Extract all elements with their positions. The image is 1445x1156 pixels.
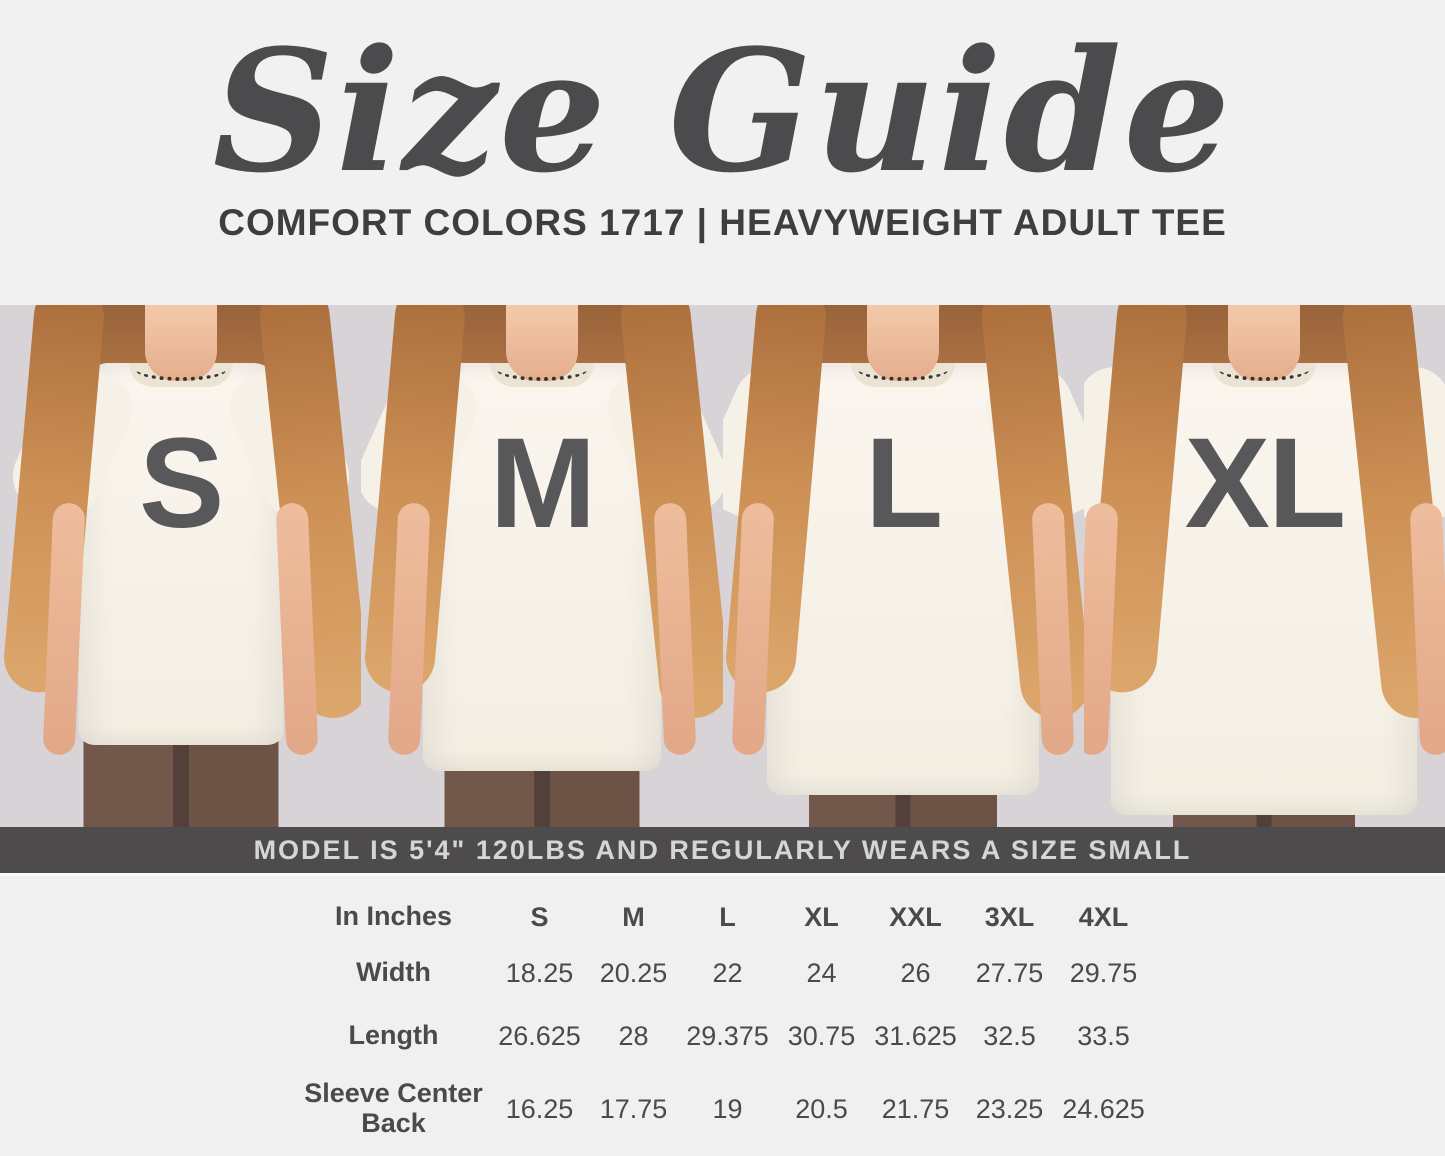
sleeve-value-3xl: 23.25 — [975, 1093, 1044, 1124]
size-letter-l: L — [865, 412, 943, 555]
table-row-length: Length 26.625 28 29.375 30.75 31.625 32.… — [295, 1004, 1151, 1068]
header: Size Guide COMFORT COLORS 1717 | HEAVYWE… — [0, 0, 1445, 305]
sleeve-value-xl: 20.5 — [795, 1093, 848, 1124]
model-photo-large: L — [722, 305, 1084, 827]
model-info-text: MODEL IS 5'4" 120LBS AND REGULARLY WEARS… — [253, 834, 1192, 865]
model-photo-xlarge: XL — [1083, 305, 1445, 827]
length-value-3xl: 32.5 — [983, 1020, 1036, 1051]
model-photo-medium: M — [361, 305, 723, 827]
sleeve-value-s: 16.25 — [505, 1093, 574, 1124]
width-value-xxl: 26 — [900, 957, 931, 988]
page-title: Size Guide — [212, 12, 1233, 210]
model-info-banner: MODEL IS 5'4" 120LBS AND REGULARLY WEARS… — [0, 827, 1445, 876]
row-label-width: Width — [356, 957, 431, 988]
tshirt-small — [78, 363, 284, 745]
length-value-4xl: 33.5 — [1077, 1020, 1130, 1051]
model-necklace — [857, 357, 950, 381]
sleeve-value-4xl: 24.625 — [1062, 1093, 1145, 1124]
row-label-sleeve: Sleeve Center Back — [304, 1078, 483, 1138]
row-label-length: Length — [348, 1020, 439, 1051]
column-header-xl: XL — [804, 901, 839, 932]
photo-strip: S M L — [0, 305, 1445, 827]
width-value-m: 20.25 — [599, 957, 668, 988]
length-value-l: 29.375 — [686, 1020, 769, 1051]
column-header-m: M — [622, 901, 645, 932]
size-letter-s: S — [138, 412, 224, 555]
tshirt-medium — [422, 363, 661, 771]
column-header-3xl: 3XL — [984, 901, 1035, 932]
length-value-s: 26.625 — [498, 1020, 581, 1051]
column-header-4xl: 4XL — [1078, 901, 1129, 932]
column-header-xxl: XXL — [889, 901, 942, 932]
length-value-xl: 30.75 — [787, 1020, 856, 1051]
column-header-s: S — [530, 901, 549, 932]
width-value-4xl: 29.75 — [1069, 957, 1138, 988]
table-row-width: Width 18.25 20.25 22 24 26 27.75 29.75 — [295, 942, 1151, 1004]
length-value-m: 28 — [618, 1020, 649, 1051]
width-value-l: 22 — [712, 957, 743, 988]
size-letter-xl: XL — [1184, 412, 1347, 555]
sleeve-value-l: 19 — [712, 1093, 743, 1124]
page-subtitle: COMFORT COLORS 1717 | HEAVYWEIGHT ADULT … — [218, 202, 1227, 243]
model-necklace — [1218, 357, 1311, 381]
size-table: In Inches S M L XL XXL 3XL 4XL Width 18.… — [295, 876, 1151, 1150]
table-row-sleeve-center-back: Sleeve Center Back 16.25 17.75 19 20.5 2… — [295, 1068, 1151, 1150]
width-value-s: 18.25 — [505, 957, 574, 988]
column-header-l: L — [719, 901, 736, 932]
unit-label: In Inches — [334, 901, 453, 932]
table-header-row: In Inches S M L XL XXL 3XL 4XL — [295, 892, 1151, 942]
model-necklace — [495, 357, 588, 381]
model-necklace — [134, 357, 227, 381]
width-value-xl: 24 — [806, 957, 837, 988]
length-value-xxl: 31.625 — [874, 1020, 957, 1051]
width-value-3xl: 27.75 — [975, 957, 1044, 988]
sleeve-value-m: 17.75 — [599, 1093, 668, 1124]
size-letter-m: M — [489, 412, 597, 555]
model-photo-small: S — [0, 305, 362, 827]
sleeve-value-xxl: 21.75 — [881, 1093, 950, 1124]
